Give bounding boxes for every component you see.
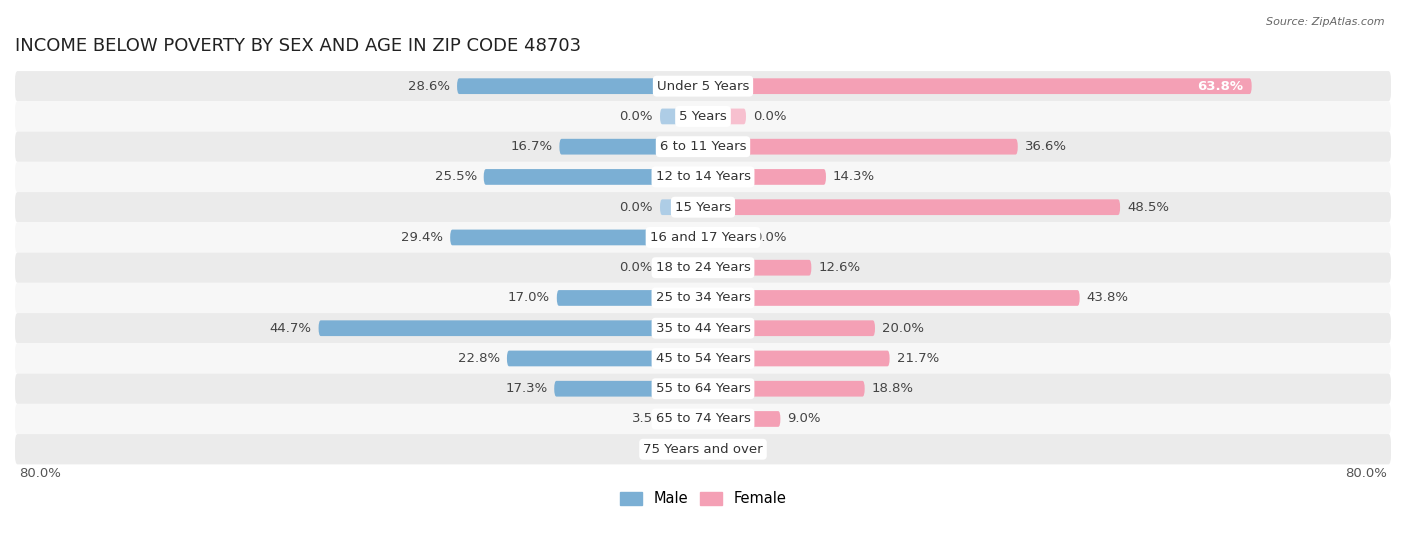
FancyBboxPatch shape <box>484 169 703 185</box>
FancyBboxPatch shape <box>554 381 703 396</box>
FancyBboxPatch shape <box>703 381 865 396</box>
FancyBboxPatch shape <box>15 313 1391 343</box>
Text: 16.7%: 16.7% <box>510 140 553 153</box>
FancyBboxPatch shape <box>703 290 1080 306</box>
Text: Under 5 Years: Under 5 Years <box>657 80 749 93</box>
Text: 63.8%: 63.8% <box>1197 80 1243 93</box>
FancyBboxPatch shape <box>659 260 703 276</box>
FancyBboxPatch shape <box>15 253 1391 283</box>
Text: 55 to 64 Years: 55 to 64 Years <box>655 382 751 395</box>
Legend: Male, Female: Male, Female <box>614 485 792 512</box>
Text: 0.0%: 0.0% <box>620 110 654 123</box>
Text: 75 Years and over: 75 Years and over <box>643 443 763 456</box>
Text: 25 to 34 Years: 25 to 34 Years <box>655 291 751 305</box>
FancyBboxPatch shape <box>15 162 1391 192</box>
Text: 14.3%: 14.3% <box>832 170 875 183</box>
Text: 1.8%: 1.8% <box>647 443 681 456</box>
FancyBboxPatch shape <box>557 290 703 306</box>
Text: 15 Years: 15 Years <box>675 201 731 214</box>
Text: 0.0%: 0.0% <box>620 261 654 274</box>
Text: 43.8%: 43.8% <box>1087 291 1129 305</box>
FancyBboxPatch shape <box>457 78 703 94</box>
FancyBboxPatch shape <box>703 169 825 185</box>
FancyBboxPatch shape <box>15 343 1391 373</box>
FancyBboxPatch shape <box>703 230 747 245</box>
FancyBboxPatch shape <box>15 71 1391 101</box>
FancyBboxPatch shape <box>703 411 780 427</box>
Text: 1.6%: 1.6% <box>724 443 758 456</box>
FancyBboxPatch shape <box>659 200 703 215</box>
Text: 5 Years: 5 Years <box>679 110 727 123</box>
Text: 29.4%: 29.4% <box>401 231 443 244</box>
Text: 0.0%: 0.0% <box>752 231 786 244</box>
Text: 17.0%: 17.0% <box>508 291 550 305</box>
Text: 6 to 11 Years: 6 to 11 Years <box>659 140 747 153</box>
Text: 80.0%: 80.0% <box>1344 467 1386 480</box>
Text: 18.8%: 18.8% <box>872 382 914 395</box>
Text: 48.5%: 48.5% <box>1128 201 1168 214</box>
FancyBboxPatch shape <box>450 230 703 245</box>
Text: 0.0%: 0.0% <box>620 201 654 214</box>
Text: 20.0%: 20.0% <box>882 322 924 335</box>
Text: 18 to 24 Years: 18 to 24 Years <box>655 261 751 274</box>
FancyBboxPatch shape <box>703 260 811 276</box>
Text: 28.6%: 28.6% <box>408 80 450 93</box>
FancyBboxPatch shape <box>508 350 703 366</box>
Text: 22.8%: 22.8% <box>458 352 501 365</box>
FancyBboxPatch shape <box>703 320 875 336</box>
Text: 3.5%: 3.5% <box>633 413 666 425</box>
FancyBboxPatch shape <box>560 139 703 154</box>
FancyBboxPatch shape <box>673 411 703 427</box>
FancyBboxPatch shape <box>15 131 1391 162</box>
FancyBboxPatch shape <box>688 442 703 457</box>
Text: 0.0%: 0.0% <box>752 110 786 123</box>
Text: 44.7%: 44.7% <box>270 322 312 335</box>
FancyBboxPatch shape <box>703 78 1251 94</box>
Text: Source: ZipAtlas.com: Source: ZipAtlas.com <box>1267 17 1385 27</box>
FancyBboxPatch shape <box>15 101 1391 131</box>
FancyBboxPatch shape <box>15 404 1391 434</box>
Text: 12.6%: 12.6% <box>818 261 860 274</box>
FancyBboxPatch shape <box>15 283 1391 313</box>
Text: 25.5%: 25.5% <box>434 170 477 183</box>
FancyBboxPatch shape <box>703 108 747 124</box>
Text: 65 to 74 Years: 65 to 74 Years <box>655 413 751 425</box>
FancyBboxPatch shape <box>15 222 1391 253</box>
FancyBboxPatch shape <box>319 320 703 336</box>
FancyBboxPatch shape <box>703 442 717 457</box>
Text: 9.0%: 9.0% <box>787 413 821 425</box>
FancyBboxPatch shape <box>15 192 1391 222</box>
Text: 12 to 14 Years: 12 to 14 Years <box>655 170 751 183</box>
Text: 21.7%: 21.7% <box>897 352 939 365</box>
FancyBboxPatch shape <box>703 350 890 366</box>
Text: 17.3%: 17.3% <box>505 382 547 395</box>
Text: 36.6%: 36.6% <box>1025 140 1067 153</box>
FancyBboxPatch shape <box>15 373 1391 404</box>
FancyBboxPatch shape <box>659 108 703 124</box>
FancyBboxPatch shape <box>703 200 1121 215</box>
Text: 35 to 44 Years: 35 to 44 Years <box>655 322 751 335</box>
FancyBboxPatch shape <box>703 139 1018 154</box>
Text: 80.0%: 80.0% <box>20 467 62 480</box>
Text: 45 to 54 Years: 45 to 54 Years <box>655 352 751 365</box>
Text: 16 and 17 Years: 16 and 17 Years <box>650 231 756 244</box>
FancyBboxPatch shape <box>15 434 1391 465</box>
Text: INCOME BELOW POVERTY BY SEX AND AGE IN ZIP CODE 48703: INCOME BELOW POVERTY BY SEX AND AGE IN Z… <box>15 37 581 55</box>
